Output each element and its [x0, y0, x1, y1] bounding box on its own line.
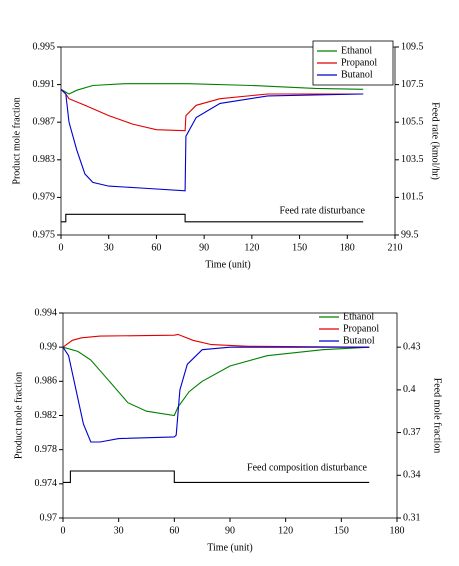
x-tick-label: 180	[390, 525, 405, 536]
disturbance-label: Feed rate disturbance	[279, 206, 365, 217]
y2-tick-label: 109.5	[401, 41, 424, 52]
y2-tick-label: 101.5	[401, 192, 424, 203]
plot-frame	[60, 46, 396, 236]
x-tick-label: 150	[292, 242, 307, 253]
line	[62, 333, 370, 348]
legend-label: Ethanol	[343, 311, 374, 322]
y-tick-label: 0.979	[33, 192, 56, 203]
x-tick-label: 180	[340, 242, 355, 253]
line	[60, 88, 364, 132]
x-tick-label: 90	[225, 525, 235, 536]
y-tick-label: 0.987	[33, 116, 56, 127]
y-tick-label: 0.975	[33, 229, 56, 240]
y2-axis-title: Feed mole fraction	[432, 378, 443, 454]
y2-tick-label: 103.5	[401, 154, 424, 165]
y-tick-label: 0.978	[35, 444, 58, 455]
disturbance-line	[63, 470, 370, 483]
y-axis-title: Product mole fraction	[13, 372, 24, 459]
y2-axis-title: Feed rate (kmol/hr)	[430, 102, 441, 180]
x-axis-title: Time (unit)	[205, 259, 250, 270]
x-tick-label: 210	[388, 242, 403, 253]
line	[60, 88, 364, 192]
y-tick-label: 0.97	[40, 512, 58, 523]
y-tick-label: 0.994	[35, 307, 58, 318]
x-tick-label: 0	[59, 242, 64, 253]
y2-tick-label: 0.4	[403, 384, 416, 395]
y-tick-label: 0.983	[33, 154, 56, 165]
line	[62, 346, 370, 417]
y2-tick-label: 105.5	[401, 116, 424, 127]
legend-label: Propanol	[343, 323, 379, 334]
x-tick-label: 120	[244, 242, 259, 253]
y-axis-title: Product mole fraction	[11, 97, 22, 184]
disturbance-line	[61, 213, 364, 223]
y-tick-label: 0.995	[33, 41, 56, 52]
line	[62, 346, 370, 443]
legend-label: Ethanol	[341, 45, 372, 56]
y2-tick-label: 0.43	[403, 341, 421, 352]
x-axis-title: Time (unit)	[207, 542, 252, 553]
disturbance-label: Feed composition disturbance	[247, 462, 368, 473]
y2-tick-label: 107.5	[401, 79, 424, 90]
y2-tick-label: 0.37	[403, 427, 421, 438]
x-tick-label: 60	[151, 242, 161, 253]
x-tick-label: 120	[278, 525, 293, 536]
y2-tick-label: 0.34	[403, 470, 421, 481]
x-tick-label: 30	[114, 525, 124, 536]
line	[60, 83, 364, 95]
legend-label: Butanol	[343, 335, 375, 346]
y-tick-label: 0.99	[40, 341, 58, 352]
legend-label: Butanol	[341, 69, 373, 80]
y2-tick-label: 0.31	[403, 512, 421, 523]
y2-tick-label: 99.5	[401, 229, 419, 240]
x-tick-label: 0	[61, 525, 66, 536]
x-tick-label: 150	[334, 525, 349, 536]
legend-label: Propanol	[341, 57, 377, 68]
x-tick-label: 90	[199, 242, 209, 253]
x-tick-label: 60	[169, 525, 179, 536]
y-tick-label: 0.991	[33, 79, 56, 90]
y-tick-label: 0.986	[35, 376, 58, 387]
x-tick-label: 30	[104, 242, 114, 253]
y-tick-label: 0.982	[35, 410, 58, 421]
y-tick-label: 0.974	[35, 478, 58, 489]
